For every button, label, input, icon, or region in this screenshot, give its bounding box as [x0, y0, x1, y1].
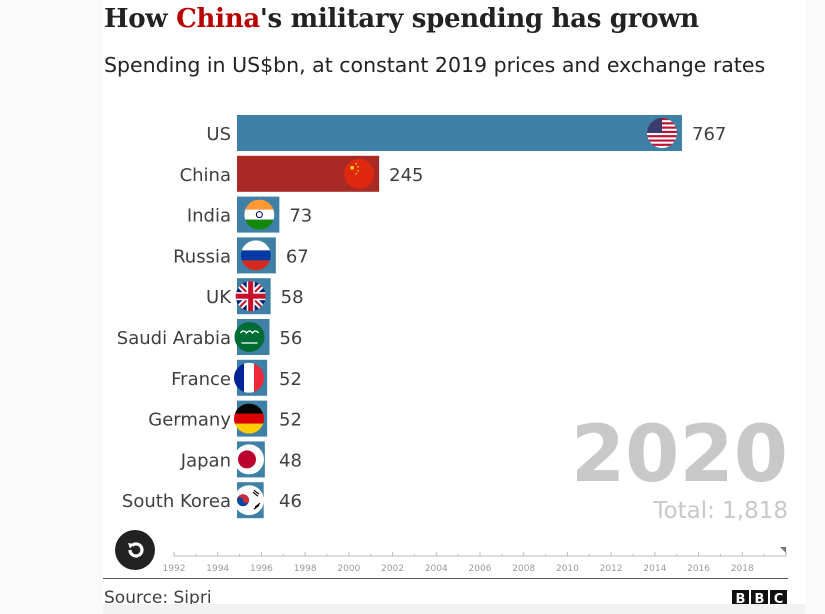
- germany-flag-icon: [234, 403, 264, 434]
- japan-flag-icon: [234, 444, 264, 475]
- bbc-logo: B B C: [732, 590, 787, 606]
- timeline-tick-label: 2018: [731, 564, 754, 574]
- bar-row: Saudi Arabia 56: [117, 319, 302, 355]
- chart-panel: [103, 0, 805, 614]
- timeline-tick-label: 2004: [425, 564, 448, 574]
- value-label: 245: [389, 165, 423, 186]
- timeline-tick-label: 2014: [643, 564, 666, 574]
- value-label: 52: [279, 410, 302, 431]
- flag-marker: [647, 118, 677, 148]
- value-label: 73: [289, 206, 312, 227]
- uk-flag-icon: [235, 281, 266, 312]
- category-label: China: [180, 165, 231, 186]
- value-label: 48: [279, 450, 302, 471]
- timeline-tick-label: 1996: [250, 564, 273, 574]
- logo-letter: C: [770, 590, 787, 606]
- us-flag-icon: [647, 118, 677, 148]
- flag-marker: [240, 240, 271, 271]
- current-year-label: 2020: [571, 410, 788, 500]
- value-label: 46: [279, 491, 302, 512]
- total-label: Total: 1,818: [652, 498, 788, 524]
- bars-group: US 767 China 245 India 73 Russia 67 UK 58 Saudi Ar…: [117, 115, 726, 519]
- france-flag-icon: [234, 362, 264, 393]
- category-label: Russia: [173, 246, 231, 267]
- timeline-tick-label: 2008: [512, 564, 535, 574]
- bar-row: India 73: [187, 196, 312, 233]
- value-label: 67: [286, 246, 309, 267]
- category-label: US: [206, 124, 231, 145]
- bottom-strip: [103, 604, 805, 614]
- title-highlight: China: [176, 4, 260, 34]
- category-label: India: [187, 206, 231, 227]
- category-label: Saudi Arabia: [117, 328, 231, 349]
- timeline-tick-label: 1998: [294, 564, 317, 574]
- timeline-handle[interactable]: [780, 547, 786, 553]
- category-label: UK: [206, 287, 232, 308]
- year-timeline[interactable]: 1992 1994 1996 1998 2000 2002 2004 2006 2008 2010…: [163, 547, 787, 574]
- south-korea-flag-icon: [234, 485, 264, 516]
- chart-subtitle: Spending in US$bn, at constant 2019 pric…: [104, 53, 766, 77]
- timeline-tick-label: 2010: [556, 564, 579, 574]
- category-label: France: [171, 369, 231, 390]
- bar-row: China 245: [180, 155, 424, 192]
- timeline-tick-label: 2000: [337, 564, 360, 574]
- timeline-tick-label: 2012: [600, 564, 623, 574]
- value-label: 58: [281, 287, 304, 308]
- replay-icon: [128, 542, 144, 558]
- category-label: Japan: [180, 450, 231, 471]
- flag-marker: [235, 281, 266, 312]
- bar-row: Japan 48: [180, 441, 302, 478]
- title-suffix: 's military spending has grown: [259, 4, 699, 34]
- title-prefix: How: [104, 4, 177, 34]
- logo-letter: B: [751, 590, 768, 606]
- flag-marker: [234, 322, 265, 352]
- bar: [237, 115, 682, 151]
- flag-marker: [234, 444, 264, 475]
- bar-row: Germany 52: [148, 400, 302, 437]
- category-label: South Korea: [122, 491, 231, 512]
- category-label: Germany: [148, 410, 231, 431]
- bar-row: France 52: [171, 359, 302, 396]
- replay-button[interactable]: [115, 530, 155, 570]
- russia-flag-icon: [240, 240, 271, 271]
- timeline-tick-label: 2016: [687, 564, 710, 574]
- logo-letter: B: [732, 590, 749, 606]
- china-flag-icon: [344, 158, 375, 189]
- bar-row: South Korea 46: [122, 482, 302, 519]
- saudi-arabia-flag-icon: [234, 322, 265, 352]
- flag-marker: [234, 403, 264, 434]
- flag-marker: [234, 362, 264, 393]
- timeline-tick-label: 2006: [469, 564, 492, 574]
- timeline-tick-label: 2002: [381, 564, 404, 574]
- value-label: 767: [692, 124, 726, 145]
- bar-row: US 767: [206, 115, 726, 151]
- source-text: Source: Sipri: [104, 588, 212, 608]
- footer-divider: [103, 578, 788, 579]
- bar-row: Russia 67: [173, 237, 309, 274]
- timeline-tick-label: 1994: [206, 564, 229, 574]
- bar-row: UK 58: [206, 278, 304, 315]
- value-label: 52: [279, 369, 302, 390]
- flag-marker: [244, 199, 275, 230]
- value-label: 56: [279, 328, 302, 349]
- timeline-tick-label: 1992: [163, 564, 186, 574]
- flag-marker: [344, 158, 375, 189]
- chart-title: How China's military spending has grown: [104, 4, 699, 34]
- india-flag-icon: [244, 199, 275, 230]
- flag-marker: [234, 485, 264, 516]
